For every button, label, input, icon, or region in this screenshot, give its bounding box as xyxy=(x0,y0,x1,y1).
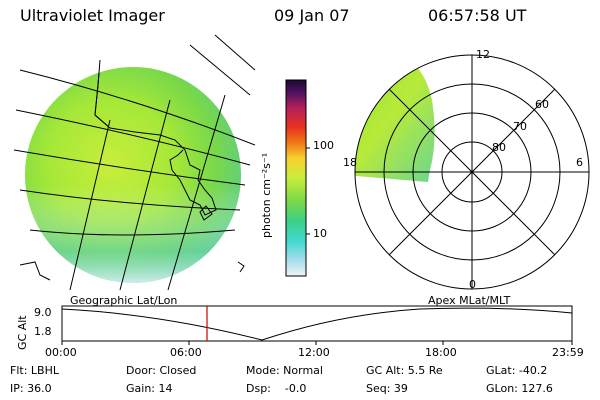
colorbar xyxy=(285,79,310,277)
altitude-frame xyxy=(61,305,573,342)
polar-image-wedge xyxy=(355,62,435,182)
status-mode: Mode: Normal xyxy=(246,364,323,377)
app-title: Ultraviolet Imager xyxy=(20,6,165,25)
status-glat: GLat: -40.2 xyxy=(486,364,548,377)
mlt-label-18: 18 xyxy=(343,156,357,169)
lat-label-80: 80 xyxy=(492,141,506,154)
coastline xyxy=(94,67,217,216)
mlt-label-6: 6 xyxy=(576,156,583,169)
status-dsp: Dsp: -0.0 xyxy=(246,382,307,395)
altitude-xtick-1: 06:00 xyxy=(170,346,202,359)
altitude-xtick-4: 23:59 xyxy=(552,346,584,359)
lat-label-70: 70 xyxy=(513,120,527,133)
geographic-label: Geographic Lat/Lon xyxy=(70,294,178,307)
lat-label-60: 60 xyxy=(535,98,549,111)
colorbar-tick-100: 100 xyxy=(313,139,334,152)
status-gain: Gain: 14 xyxy=(126,382,173,395)
altitude-curve xyxy=(61,307,573,341)
status-filter: Flt: LBHL xyxy=(10,364,59,377)
polar-plot xyxy=(354,54,590,290)
status-door: Door: Closed xyxy=(126,364,197,377)
status-glon: GLon: 127.6 xyxy=(486,382,553,395)
time-label: 06:57:58 UT xyxy=(428,6,527,25)
altitude-ytick-high: 9.0 xyxy=(34,306,52,319)
date-label: 09 Jan 07 xyxy=(274,6,350,25)
geographic-image xyxy=(13,34,256,291)
apex-label: Apex MLat/MLT xyxy=(428,294,511,307)
mlt-label-12: 12 xyxy=(476,48,490,61)
altitude-xtick-2: 12:00 xyxy=(298,346,330,359)
altitude-ytick-low: 1.8 xyxy=(34,325,52,338)
colorbar-tick-10: 10 xyxy=(313,227,327,240)
altitude-xtick-0: 00:00 xyxy=(45,346,77,359)
mlt-label-0: 0 xyxy=(469,278,476,291)
status-seq: Seq: 39 xyxy=(366,382,408,395)
altitude-plot xyxy=(61,305,573,345)
status-ip: IP: 36.0 xyxy=(10,382,52,395)
geographic-grid xyxy=(13,34,256,291)
status-gc-alt: GC Alt: 5.5 Re xyxy=(366,364,443,377)
altitude-xtick-3: 18:00 xyxy=(425,346,457,359)
